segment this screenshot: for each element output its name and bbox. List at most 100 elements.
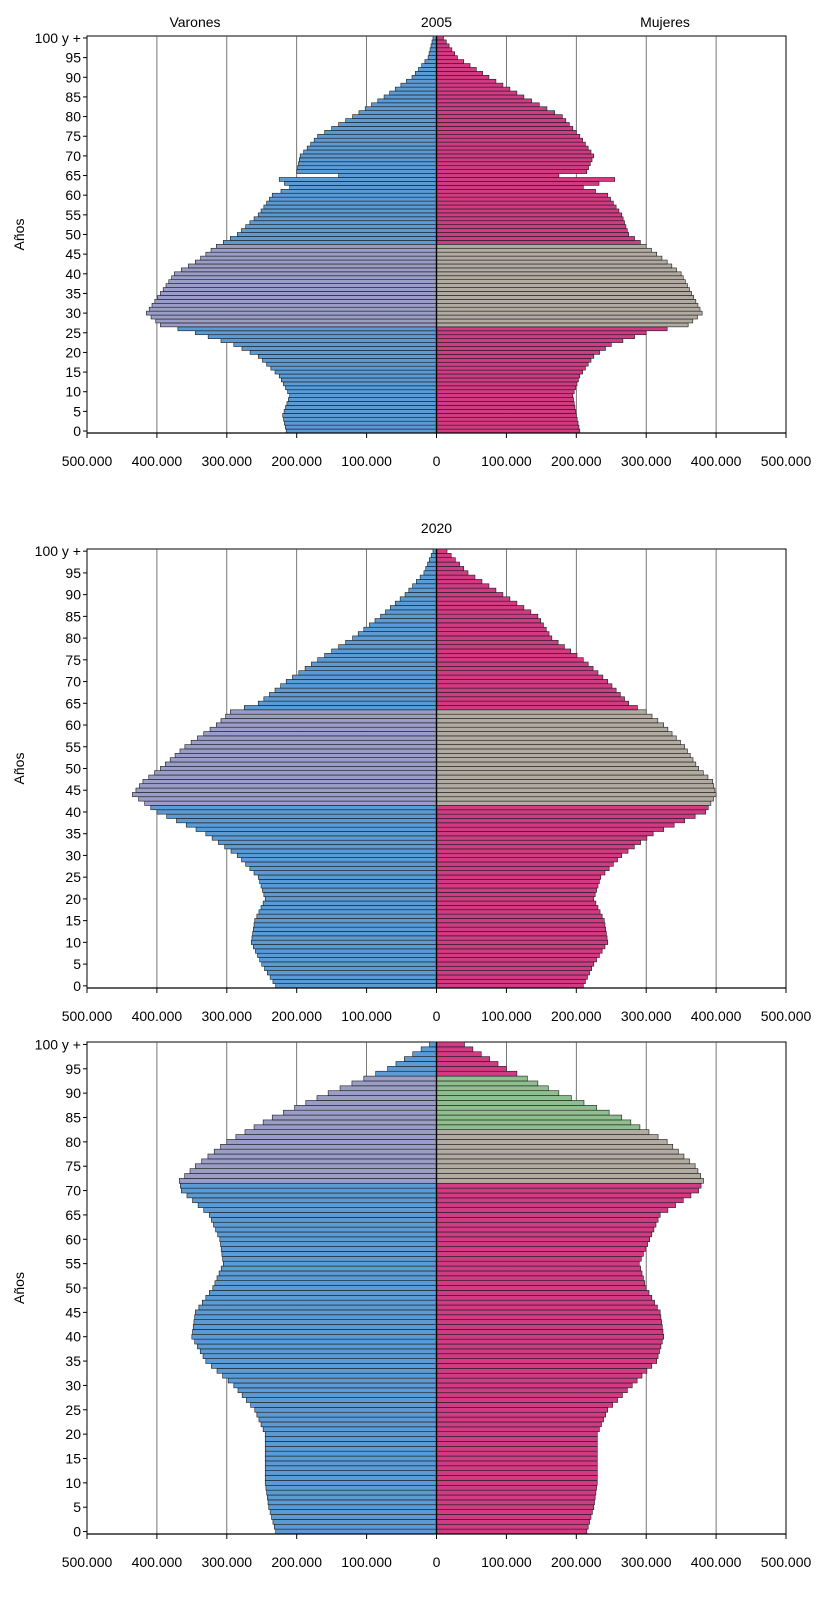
bar-varones-age-61 — [220, 718, 437, 724]
bar-varones-age-15 — [254, 918, 437, 924]
bar-mujeres-age-58 — [436, 1246, 646, 1252]
bar-mujeres-age-60 — [436, 192, 609, 198]
bar-varones-age-84 — [262, 1119, 437, 1126]
bar-mujeres-age-18 — [436, 905, 599, 911]
x-tick-label: 500.000 — [62, 1554, 113, 1570]
bar-varones-age-34 — [211, 835, 437, 841]
bar-mujeres-age-21 — [436, 346, 606, 351]
bar-varones-age-66 — [203, 1207, 437, 1213]
bar-varones-age-69 — [186, 1192, 437, 1199]
bar-mujeres-age-43 — [436, 259, 668, 265]
bar-varones-age-71 — [303, 149, 437, 155]
bar-varones-age-16 — [264, 1450, 437, 1457]
bar-mujeres-age-82 — [436, 1129, 650, 1135]
bar-varones-age-92 — [418, 67, 437, 72]
y-tick-label: 70 — [65, 674, 81, 690]
bar-mujeres-age-77 — [436, 648, 572, 654]
bar-varones-age-30 — [146, 310, 437, 316]
bar-mujeres-age-83 — [436, 622, 544, 628]
bar-varones-age-50 — [212, 1285, 437, 1291]
bar-mujeres-age-46 — [436, 1304, 658, 1311]
y-tick-label: 15 — [65, 913, 81, 929]
bar-mujeres-age-36 — [436, 287, 690, 292]
bar-varones-age-28 — [245, 861, 437, 867]
y-tick-label: 25 — [65, 325, 81, 341]
bar-varones-age-15 — [264, 1455, 437, 1462]
bar-mujeres-age-65 — [436, 173, 560, 178]
bar-mujeres-age-94 — [436, 59, 465, 64]
bar-varones-age-52 — [245, 224, 437, 229]
bar-varones-age-57 — [197, 735, 437, 741]
bar-varones-age-31 — [148, 306, 437, 312]
bar-mujeres-age-11 — [436, 1475, 598, 1481]
y-tick-label: 95 — [65, 565, 81, 581]
bar-varones-age-80 — [352, 635, 437, 641]
bar-varones-age-63 — [213, 1221, 437, 1228]
bar-varones-age-97 — [429, 47, 437, 53]
bar-mujeres-age-50 — [436, 232, 630, 237]
bar-varones-age-85 — [271, 1114, 437, 1121]
bar-mujeres-age-27 — [436, 865, 610, 871]
bar-mujeres-age-71 — [436, 674, 604, 680]
bar-varones-age-40 — [156, 809, 437, 815]
bar-varones-age-47 — [142, 779, 437, 785]
bar-varones-age-56 — [190, 739, 437, 745]
bar-mujeres-age-98 — [436, 1051, 482, 1057]
bar-mujeres-age-8 — [436, 948, 603, 954]
bar-varones-age-46 — [139, 783, 437, 789]
bar-mujeres-age-91 — [436, 1085, 549, 1092]
bar-varones-age-92 — [351, 1080, 437, 1087]
bar-mujeres-age-13 — [436, 1465, 598, 1471]
bar-mujeres-age-2 — [436, 974, 588, 980]
bar-varones-age-38 — [176, 818, 437, 824]
bar-mujeres-age-3 — [436, 416, 578, 422]
bar-varones-age-92 — [412, 583, 437, 589]
bar-mujeres-age-13 — [436, 926, 606, 932]
bar-mujeres-age-27 — [436, 1397, 618, 1403]
y-tick-label: 75 — [65, 1158, 81, 1174]
bar-varones-age-74 — [313, 137, 437, 143]
bar-varones-age-8 — [288, 397, 437, 402]
bar-mujeres-age-84 — [436, 618, 541, 624]
bar-mujeres-age-100 — [436, 1041, 465, 1048]
bar-varones-age-89 — [406, 78, 437, 84]
bar-varones-age-78 — [338, 122, 437, 127]
bar-varones-age-16 — [270, 365, 437, 371]
bar-mujeres-age-31 — [436, 306, 701, 312]
bar-mujeres-age-48 — [436, 1295, 653, 1301]
bar-mujeres-age-10 — [436, 939, 609, 945]
bar-mujeres-age-82 — [436, 106, 548, 111]
bar-mujeres-age-86 — [436, 609, 532, 615]
bar-varones-age-72 — [298, 670, 437, 676]
bar-mujeres-age-5 — [436, 409, 576, 414]
bar-varones-age-91 — [408, 587, 437, 593]
bar-varones-age-71 — [180, 1182, 437, 1189]
bar-varones-age-40 — [191, 1333, 437, 1340]
x-tick-label: 100.000 — [341, 453, 392, 469]
bar-mujeres-age-72 — [436, 1178, 704, 1184]
bar-mujeres-age-51 — [436, 228, 628, 233]
bar-mujeres-age-83 — [436, 1124, 641, 1130]
bar-varones-age-45 — [205, 251, 437, 257]
bar-mujeres-age-35 — [436, 1358, 657, 1364]
bar-mujeres-age-64 — [436, 1217, 659, 1223]
bar-varones-age-90 — [404, 592, 437, 598]
bar-mujeres-age-93 — [436, 63, 471, 68]
bar-mujeres-age-17 — [436, 361, 589, 367]
bar-mujeres-age-73 — [436, 1173, 702, 1179]
bar-varones-age-65 — [257, 700, 437, 706]
bar-varones-age-59 — [209, 726, 437, 732]
bar-mujeres-age-33 — [436, 1368, 648, 1374]
bar-varones-age-63 — [229, 709, 437, 715]
chart-title: 2005 — [421, 14, 452, 30]
bar-varones-age-35 — [205, 831, 437, 837]
bar-varones-age-75 — [317, 133, 437, 139]
bar-mujeres-age-70 — [436, 153, 595, 159]
bar-varones-age-54 — [253, 216, 437, 222]
bar-varones-age-81 — [357, 631, 437, 637]
bar-mujeres-age-98 — [436, 43, 450, 49]
bar-varones-age-29 — [241, 857, 437, 863]
bar-varones-age-49 — [229, 236, 437, 241]
x-tick-label: 400.000 — [132, 1008, 183, 1024]
bar-varones-age-59 — [220, 1241, 437, 1247]
